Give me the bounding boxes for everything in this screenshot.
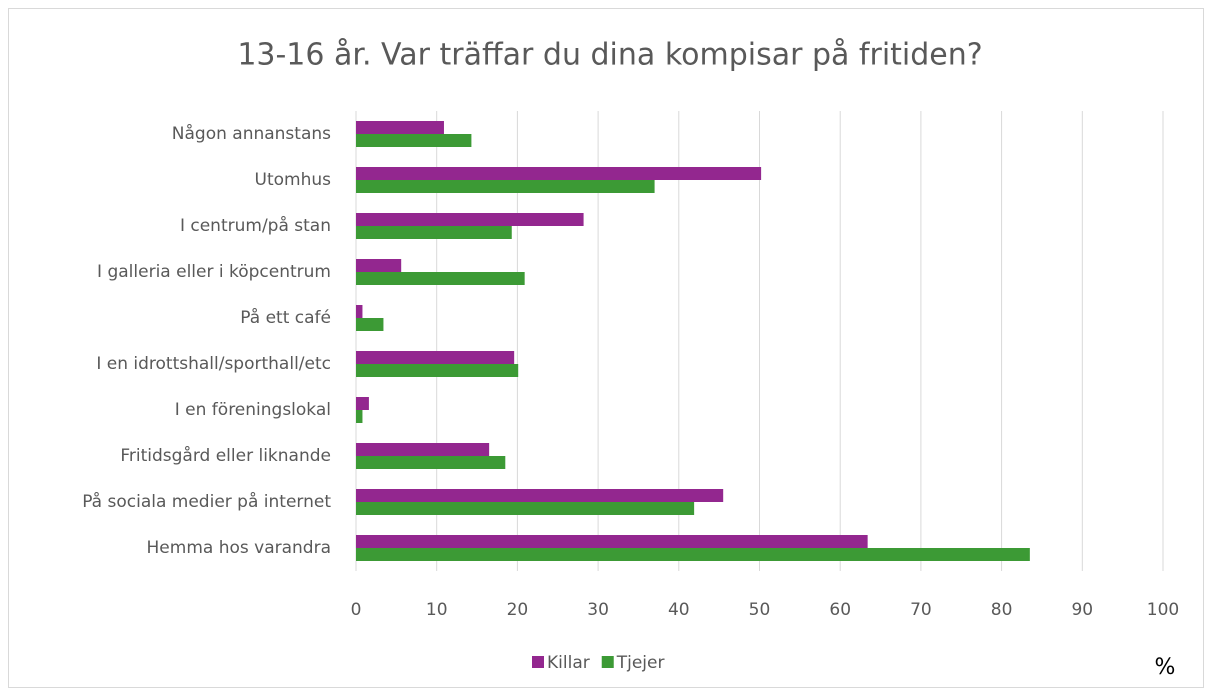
chart-frame	[8, 8, 1204, 688]
bar	[356, 364, 519, 377]
x-tick-label: 80	[991, 600, 1013, 620]
bar	[356, 351, 515, 364]
chart-title: 13-16 år. Var träffar du dina kompisar p…	[237, 38, 982, 73]
bar	[356, 548, 1030, 561]
x-tick-label: 100	[1147, 600, 1179, 620]
x-tick-label: 60	[829, 600, 851, 620]
y-tick-label: I en föreningslokal	[175, 400, 331, 420]
bar	[356, 167, 762, 180]
bar	[356, 502, 695, 515]
bar	[356, 180, 655, 193]
bar	[356, 410, 363, 423]
y-tick-label: I en idrottshall/sporthall/etc	[96, 354, 331, 374]
bar	[356, 259, 402, 272]
bar	[356, 305, 363, 318]
bar	[356, 121, 444, 134]
y-tick-label: På ett café	[240, 307, 331, 328]
bar	[356, 456, 506, 469]
y-tick-label: Fritidsgård eller liknande	[120, 445, 331, 466]
legend-swatch	[601, 656, 614, 668]
bar	[356, 489, 724, 502]
y-tick-label: På sociala medier på internet	[82, 491, 331, 512]
bar	[356, 397, 369, 410]
bar	[356, 134, 472, 147]
bar	[356, 318, 384, 331]
bar	[356, 213, 584, 226]
legend-label: Tjejer	[616, 653, 665, 673]
legend-swatch	[532, 656, 544, 668]
bar	[356, 443, 490, 456]
x-tick-label: 0	[351, 600, 362, 620]
y-tick-label: Utomhus	[255, 170, 332, 190]
y-tick-label: I galleria eller i köpcentrum	[97, 262, 331, 282]
x-tick-label: 40	[668, 600, 690, 620]
x-tick-label: 30	[587, 600, 609, 620]
x-tick-label: 20	[507, 600, 529, 620]
bar	[356, 226, 512, 239]
x-tick-label: 70	[910, 600, 932, 620]
legend-label: Killar	[547, 653, 590, 673]
x-tick-label: 50	[749, 600, 771, 620]
bar	[356, 535, 868, 548]
y-tick-label: Någon annanstans	[172, 123, 331, 144]
x-tick-label: 90	[1071, 600, 1093, 620]
y-tick-label: Hemma hos varandra	[147, 538, 331, 558]
x-tick-label: 10	[426, 600, 448, 620]
y-tick-label: I centrum/på stan	[180, 215, 331, 236]
bar	[356, 272, 525, 285]
x-axis-label: %	[1155, 655, 1176, 680]
